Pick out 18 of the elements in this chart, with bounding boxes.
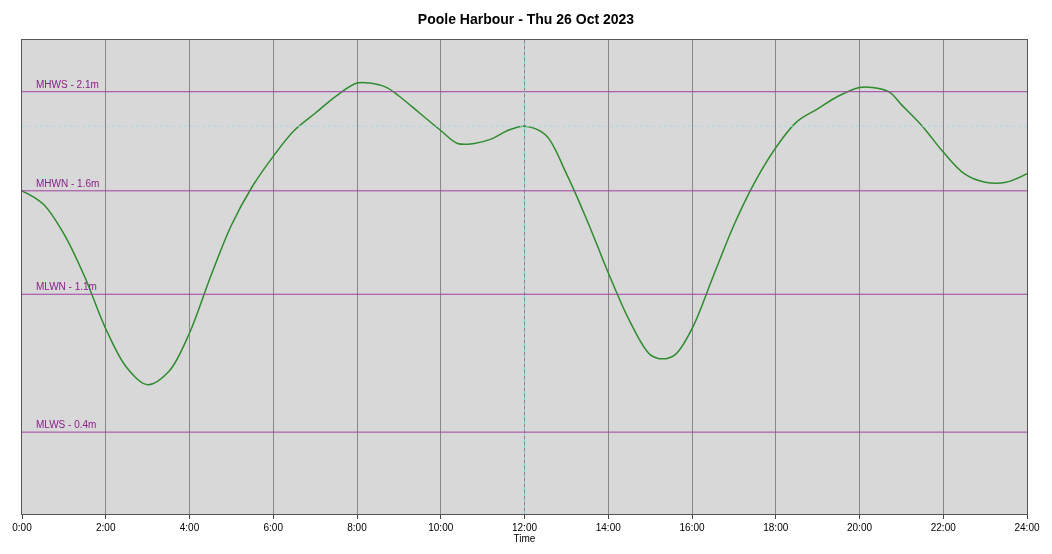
x-tick-label: 2:00 bbox=[96, 522, 116, 533]
ref-line-label: MLWS - 0.4m bbox=[36, 419, 97, 430]
x-tick-label: 10:00 bbox=[428, 522, 454, 533]
x-tick-label: 4:00 bbox=[179, 522, 200, 533]
ref-line-label: MHWS - 2.1m bbox=[36, 79, 99, 90]
chart-title: Poole Harbour - Thu 26 Oct 2023 bbox=[417, 10, 635, 27]
x-tick-label: 24:00 bbox=[1014, 522, 1040, 533]
x-tick-label: 6:00 bbox=[263, 522, 284, 533]
x-tick-label: 18:00 bbox=[763, 522, 789, 533]
x-tick-label: 16:00 bbox=[679, 522, 705, 533]
x-tick-label: 8:00 bbox=[347, 522, 368, 533]
x-tick-label: 14:00 bbox=[595, 522, 622, 533]
x-tick-label: 0:00 bbox=[12, 522, 33, 533]
x-tick-label: 20:00 bbox=[846, 522, 873, 533]
x-axis-title: Time bbox=[513, 533, 536, 544]
x-tick-label: 12:00 bbox=[511, 522, 538, 533]
ref-line-label: MHWN - 1.6m bbox=[36, 178, 100, 189]
x-tick-label: 22:00 bbox=[930, 522, 957, 533]
